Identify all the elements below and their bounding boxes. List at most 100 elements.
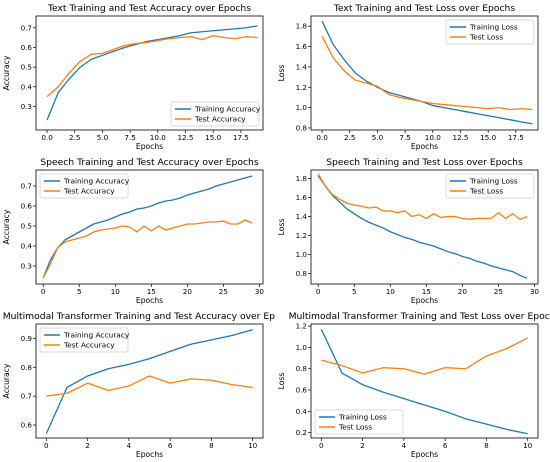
legend-label: Test Loss bbox=[338, 423, 372, 432]
legend-label: Training Accuracy bbox=[194, 105, 261, 114]
series-line bbox=[42, 175, 253, 279]
y-tick-label: 0.7 bbox=[21, 392, 32, 401]
y-tick-label: 1.6 bbox=[296, 42, 308, 51]
legend-label: Test Accuracy bbox=[63, 187, 115, 196]
x-tick-label: 10 bbox=[386, 287, 396, 296]
x-tick-label: 25 bbox=[494, 287, 503, 296]
y-tick-label: 1.0 bbox=[296, 343, 308, 352]
legend-box bbox=[39, 327, 129, 353]
x-tick-label: 15 bbox=[147, 287, 156, 296]
chart-panel: Speech Training and Test Loss over Epoch… bbox=[275, 154, 550, 308]
x-tick-label: 7.5 bbox=[124, 133, 135, 142]
chart-svg: Speech Training and Test Loss over Epoch… bbox=[277, 157, 540, 305]
legend-label: Test Loss bbox=[469, 33, 503, 42]
x-tick-label: 8 bbox=[484, 441, 489, 450]
y-tick-label: 1.6 bbox=[296, 193, 308, 202]
x-tick-label: 10 bbox=[523, 441, 533, 450]
y-tick-label: 0.3 bbox=[21, 262, 32, 271]
x-tick-label: 10.0 bbox=[150, 133, 166, 142]
series-line bbox=[46, 25, 258, 121]
y-tick-label: 0.8 bbox=[296, 269, 308, 278]
series-line bbox=[321, 36, 533, 111]
plot-frame bbox=[35, 323, 264, 439]
y-tick-label: 0.4 bbox=[21, 82, 33, 91]
x-tick-label: 6 bbox=[168, 441, 173, 450]
y-tick-label: 0.8 bbox=[21, 363, 33, 372]
y-tick-label: 1.8 bbox=[296, 174, 308, 183]
x-axis-label: Epochs bbox=[136, 142, 163, 151]
x-tick-label: 2 bbox=[360, 441, 365, 450]
x-tick-label: 8 bbox=[209, 441, 214, 450]
y-tick-label: 0.4 bbox=[296, 407, 308, 416]
y-tick-label: 0.7 bbox=[21, 23, 32, 32]
legend-label: Training Loss bbox=[338, 413, 387, 422]
y-tick-label: 0.7 bbox=[21, 182, 32, 191]
series-line bbox=[321, 337, 528, 375]
plot-frame bbox=[310, 169, 539, 285]
legend-box bbox=[170, 101, 260, 127]
y-tick-label: 0.9 bbox=[21, 334, 33, 343]
y-tick-label: 1.2 bbox=[296, 322, 307, 331]
chart-title: Text Training and Test Loss over Epochs bbox=[333, 3, 515, 14]
y-tick-label: 1.8 bbox=[296, 22, 308, 31]
x-tick-label: 15 bbox=[422, 287, 431, 296]
series-line bbox=[46, 375, 253, 397]
x-tick-label: 12.5 bbox=[452, 133, 468, 142]
x-tick-label: 5 bbox=[352, 287, 357, 296]
series-line bbox=[45, 329, 253, 434]
chart-svg: Text Training and Test Accuracy over Epo… bbox=[2, 3, 264, 151]
chart-title: Speech Training and Test Loss over Epoch… bbox=[326, 157, 523, 168]
legend-label: Training Accuracy bbox=[63, 177, 130, 186]
x-tick-label: 0 bbox=[316, 287, 321, 296]
series-line bbox=[321, 20, 533, 125]
x-tick-label: 10.0 bbox=[425, 133, 441, 142]
y-tick-label: 0.5 bbox=[21, 63, 32, 72]
plot-frame bbox=[35, 169, 264, 285]
legend-box bbox=[39, 173, 129, 199]
x-tick-label: 30 bbox=[255, 287, 265, 296]
y-axis-label: Accuracy bbox=[2, 55, 11, 90]
series-line bbox=[42, 219, 253, 279]
series-line bbox=[317, 173, 528, 221]
y-axis-label: Loss bbox=[277, 219, 286, 236]
y-tick-label: 0.8 bbox=[296, 123, 308, 132]
x-tick-label: 20 bbox=[458, 287, 468, 296]
x-tick-label: 17.5 bbox=[508, 133, 524, 142]
y-tick-label: 0.5 bbox=[21, 222, 32, 231]
x-tick-label: 30 bbox=[530, 287, 540, 296]
x-tick-label: 5 bbox=[77, 287, 82, 296]
x-tick-label: 7.5 bbox=[399, 133, 410, 142]
legend-box bbox=[445, 19, 535, 45]
x-tick-label: 5.0 bbox=[97, 133, 109, 142]
series-line bbox=[317, 175, 528, 279]
x-tick-label: 4 bbox=[402, 441, 407, 450]
x-tick-label: 2 bbox=[85, 441, 90, 450]
chart-title: Text Training and Test Accuracy over Epo… bbox=[47, 3, 251, 14]
y-tick-label: 1.4 bbox=[296, 62, 308, 71]
y-tick-label: 0.2 bbox=[296, 428, 307, 437]
chart-panel: Multimodal Transformer Training and Test… bbox=[275, 308, 550, 462]
x-tick-label: 0 bbox=[41, 287, 46, 296]
x-axis-label: Epochs bbox=[411, 142, 438, 151]
legend-box bbox=[314, 409, 404, 435]
chart-svg: Text Training and Test Loss over Epochs 0… bbox=[277, 3, 539, 151]
x-tick-label: 25 bbox=[219, 287, 228, 296]
chart-title: Multimodal Transformer Training and Test… bbox=[3, 311, 275, 322]
plot-frame bbox=[35, 15, 264, 131]
y-tick-label: 1.0 bbox=[296, 250, 308, 259]
x-axis-label: Epochs bbox=[411, 296, 438, 305]
y-tick-label: 1.2 bbox=[296, 83, 307, 92]
x-axis-label: Epochs bbox=[411, 450, 438, 459]
x-tick-label: 0.0 bbox=[316, 133, 328, 142]
chart-panel: Speech Training and Test Accuracy over E… bbox=[0, 154, 275, 308]
x-tick-label: 0.0 bbox=[41, 133, 53, 142]
chart-title: Multimodal Transformer Training and Test… bbox=[289, 311, 550, 322]
plot-frame bbox=[310, 15, 539, 131]
legend-label: Training Loss bbox=[469, 177, 518, 186]
